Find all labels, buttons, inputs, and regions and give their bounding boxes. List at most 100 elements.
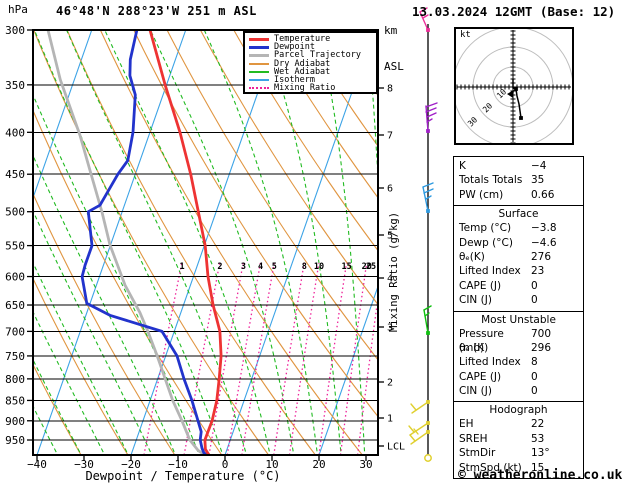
mixing-ratio-value: 20 xyxy=(362,262,372,272)
info-row-value: −4.6 xyxy=(531,236,557,249)
info-section-surface: Surface Temp (°C) −3.8 Dewp (°C) −4.6 θₑ(K) 27… xyxy=(453,205,584,312)
info-row-value: 0 xyxy=(531,385,538,398)
height-axis-unit-km: km xyxy=(384,24,398,37)
info-row-label: Pressure (mb) xyxy=(459,327,504,354)
legend-item: Mixing Ratio xyxy=(249,83,376,93)
pressure-tick-label: 650 xyxy=(5,299,25,312)
mixing-ratio-line xyxy=(208,262,244,455)
dry-adiabat-line xyxy=(33,30,270,455)
legend-item-label: Temperature xyxy=(274,34,331,45)
wind-barb-tick xyxy=(409,434,416,442)
legend-line-sample xyxy=(249,45,269,49)
wind-barb-tick xyxy=(425,195,432,200)
mixing-ratio-value: 15 xyxy=(341,262,351,272)
info-section-indices: K −4 Totals Totals 35 PW (cm) 0.66 xyxy=(453,156,584,207)
mixing-ratio-value: 2 xyxy=(217,262,222,272)
wind-barb-shaft xyxy=(410,431,429,445)
dry-adiabat-line xyxy=(33,109,223,455)
info-row-value: −4 xyxy=(531,160,547,172)
dewpoint-curve xyxy=(80,30,209,455)
wet-adiabat-line xyxy=(149,30,295,455)
info-row-value: 0 xyxy=(531,294,538,307)
wind-barb-tick xyxy=(426,118,433,123)
height-tick-label: 2 xyxy=(387,378,393,389)
wind-barb-station-dot xyxy=(426,209,430,213)
pressure-tick-label: 800 xyxy=(5,373,25,386)
info-row: θₑ (K) 296 xyxy=(459,341,583,355)
legend-item-label: Dewpoint xyxy=(274,42,315,53)
lcl-label: LCL xyxy=(387,442,405,453)
temperature-tick-label: 0 xyxy=(222,458,229,471)
wind-barb-tick xyxy=(422,14,429,19)
wind-barb xyxy=(409,430,430,445)
info-row: CIN (J) 0 xyxy=(459,293,583,307)
info-row-label: SREH xyxy=(459,432,488,445)
height-tick-label: 4 xyxy=(387,274,393,285)
height-tick-label: 3 xyxy=(387,323,393,334)
temperature-tick-label: 30 xyxy=(359,458,372,471)
info-row: Totals Totals 35 xyxy=(459,173,583,187)
wind-barb xyxy=(419,7,430,32)
temperature-tick-label: −40 xyxy=(27,458,47,471)
info-panel: K −4 Totals Totals 35 PW (cm) 0.66 Surface Temp… xyxy=(453,156,584,480)
temperature-tick-label: 10 xyxy=(265,458,278,471)
dry-adiabat-line xyxy=(33,363,82,455)
legend-item: Dry Adiabat xyxy=(249,59,376,69)
wind-barb xyxy=(422,182,434,213)
pressure-tick-label: 850 xyxy=(5,394,25,407)
temperature-tick-label: 20 xyxy=(312,458,325,471)
info-section-most-unstable: Most Unstable Pressure (mb) 700 θₑ (K) 296 Li… xyxy=(453,310,584,403)
info-row: Lifted Index 23 xyxy=(459,264,583,278)
mixing-ratio-value: 4 xyxy=(258,262,263,272)
wind-barb-shaft xyxy=(411,401,429,414)
wind-barb-tick xyxy=(413,428,419,435)
info-row-label: StmSpd (kt) xyxy=(459,461,522,474)
height-axis-unit: km ASL xyxy=(384,1,411,97)
wind-barb-station-dot xyxy=(426,331,430,335)
hodograph-trace-marker xyxy=(519,116,523,120)
temperature-curve xyxy=(148,30,223,455)
legend-line-sample xyxy=(249,87,269,90)
wet-adiabat-line xyxy=(203,30,319,455)
info-row-value: 15 xyxy=(531,461,545,474)
info-row-label: StmDir xyxy=(459,447,496,460)
temperature-tick-label: −10 xyxy=(168,458,188,471)
pressure-tick-label: 700 xyxy=(5,325,25,338)
info-row: StmDir 13° xyxy=(459,446,583,460)
legend-item: Dewpoint xyxy=(249,42,376,53)
wind-barb-shaft xyxy=(419,11,429,31)
height-tick-label: 7 xyxy=(387,131,393,142)
info-row-label: EH xyxy=(459,418,474,431)
datetime-title: 13.03.2024 12GMT (Base: 12) xyxy=(412,4,616,19)
x-axis-title: Dewpoint / Temperature (°C) xyxy=(85,469,281,483)
info-row-value: 8 xyxy=(531,356,538,369)
wind-barb xyxy=(423,305,432,335)
wet-adiabat-line xyxy=(33,261,129,455)
wind-barb-column xyxy=(408,7,438,462)
legend-line-sample xyxy=(249,53,269,57)
mixing-ratio-line xyxy=(339,262,368,455)
pressure-axis: 300 350 400 450 500 550 600 650 700 750 800 850 900 9… xyxy=(5,24,33,447)
legend: Temperature Dewpoint Parcel Trajectory Dry … xyxy=(243,31,378,94)
info-row-label: Lifted Index xyxy=(459,265,521,278)
info-row-label: Temp (°C) xyxy=(459,222,512,235)
wind-barb-shaft xyxy=(409,422,429,436)
pressure-tick-label: 950 xyxy=(5,434,25,447)
wind-barb-station-dot xyxy=(426,28,430,32)
info-section-header: Most Unstable xyxy=(481,313,556,326)
info-row-value: 296 xyxy=(531,341,552,354)
wind-barb-tick xyxy=(419,7,428,13)
pressure-tick-label: 350 xyxy=(5,79,25,92)
info-row-value: 0 xyxy=(531,370,538,383)
info-row-label: θₑ(K) xyxy=(459,250,485,263)
height-axis-unit-asl: ASL xyxy=(384,60,404,73)
info-row: EH 22 xyxy=(459,417,583,431)
dry-adiabat-line xyxy=(266,30,378,199)
legend-item-label: Wet Adiabat xyxy=(274,66,331,77)
mixing-ratio-line xyxy=(273,262,305,455)
wind-barb xyxy=(425,102,438,133)
info-row-label: Dewp (°C) xyxy=(459,236,513,249)
pressure-tick-label: 550 xyxy=(5,240,25,253)
temperature-tick-label: −30 xyxy=(74,458,94,471)
